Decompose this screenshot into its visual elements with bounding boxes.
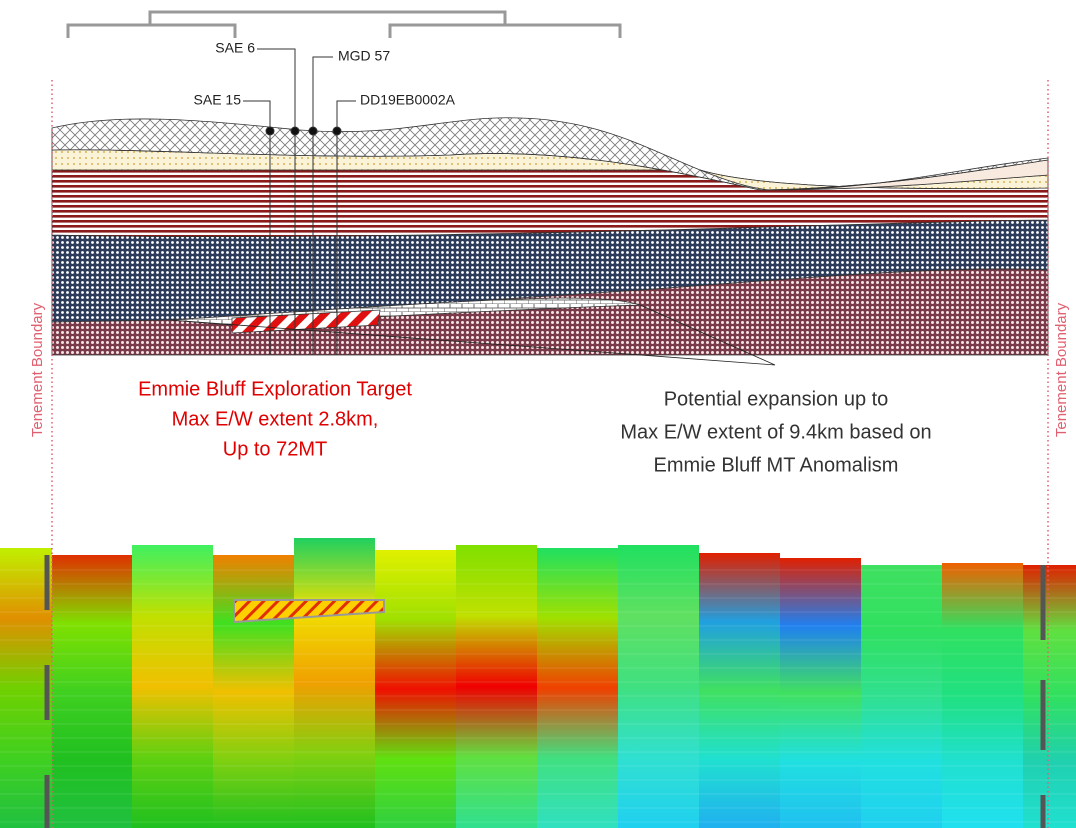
mt-column bbox=[213, 555, 294, 828]
mt-column bbox=[294, 538, 375, 828]
mt-section bbox=[0, 538, 1076, 828]
hole-label: MGD 57 bbox=[338, 48, 390, 64]
mt-column bbox=[537, 548, 618, 828]
expansion-text: Potential expansion up to bbox=[664, 388, 889, 410]
mt-column bbox=[132, 545, 213, 828]
hole-label: SAE 15 bbox=[194, 92, 242, 108]
hole-label: DD19EB0002A bbox=[360, 92, 456, 108]
boundary-label: Tenement Boundary bbox=[29, 302, 46, 437]
mt-column bbox=[375, 550, 456, 828]
expansion-text: Emmie Bluff MT Anomalism bbox=[654, 454, 899, 476]
mt-column bbox=[618, 545, 699, 828]
mt-column bbox=[0, 548, 52, 828]
target-text: Up to 72MT bbox=[223, 438, 327, 460]
mt-column bbox=[456, 545, 537, 828]
cross-section: SAE 6 MGD 57 SAE 15 DD19EB0002A Emmie Bl… bbox=[0, 0, 1076, 828]
target-text: Max E/W extent 2.8km, bbox=[172, 408, 379, 430]
boundary-label: Tenement Boundary bbox=[1053, 302, 1070, 437]
hole-label: SAE 6 bbox=[215, 40, 255, 56]
expansion-text: Max E/W extent of 9.4km based on bbox=[620, 421, 931, 443]
geology bbox=[52, 118, 1048, 365]
target-text: Emmie Bluff Exploration Target bbox=[138, 378, 412, 400]
mt-column bbox=[52, 555, 132, 828]
brackets bbox=[68, 12, 620, 38]
mt-column bbox=[699, 553, 780, 828]
